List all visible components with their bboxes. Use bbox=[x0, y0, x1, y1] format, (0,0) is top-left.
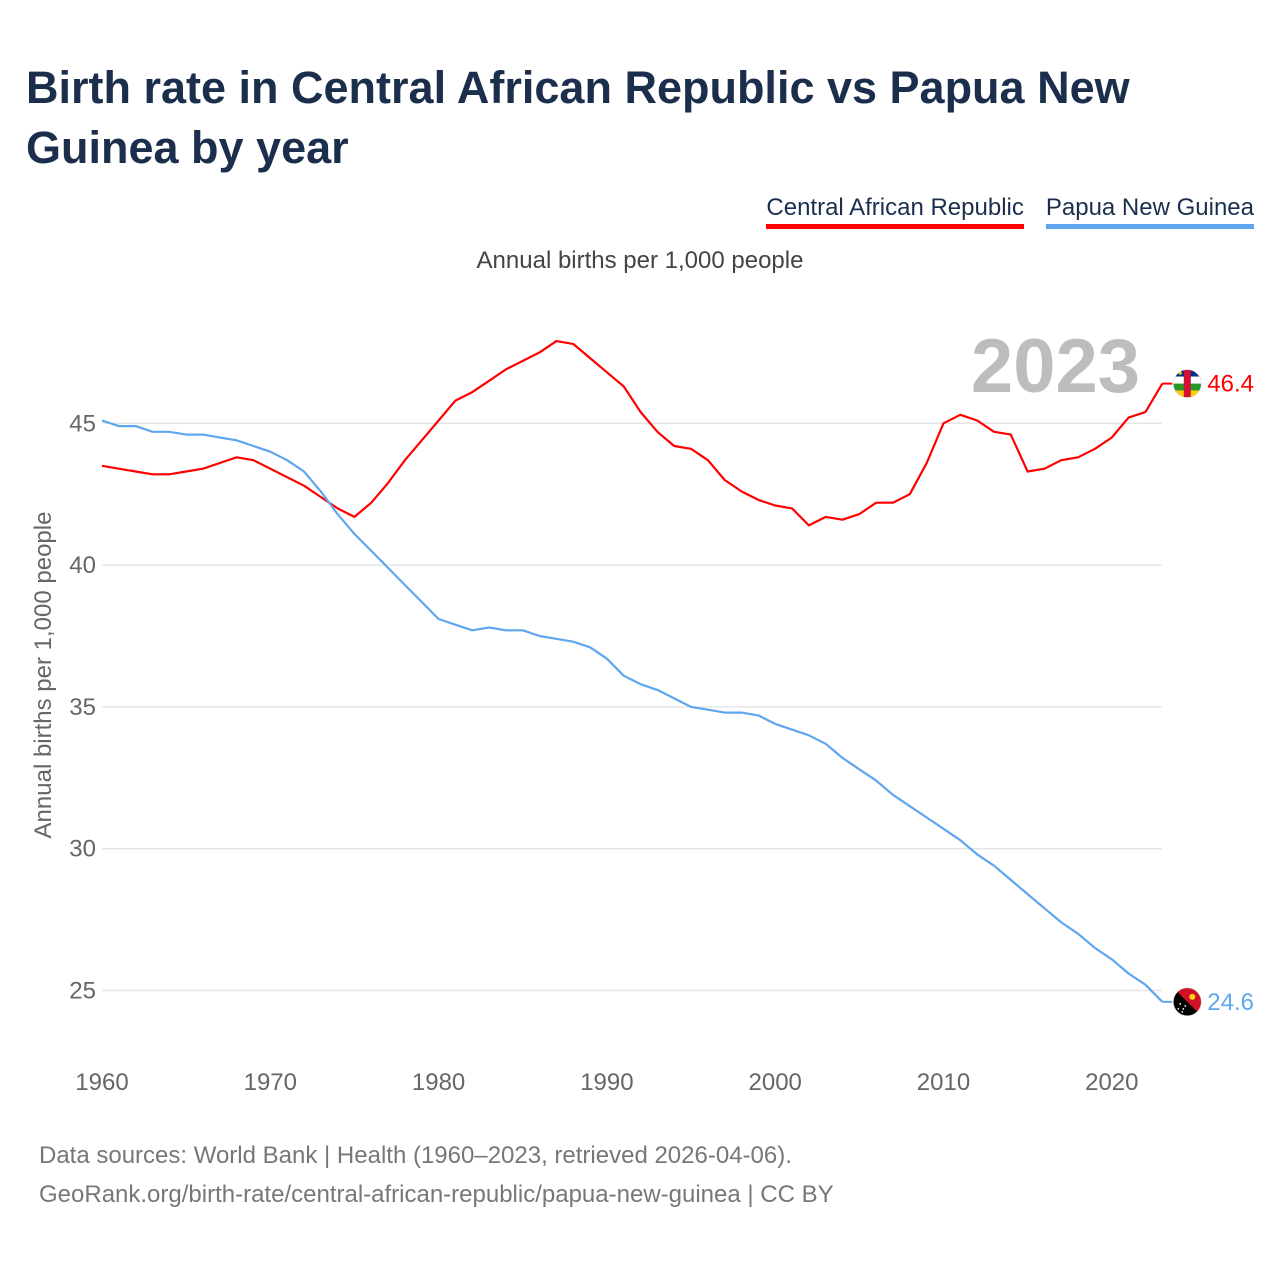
x-tick-label: 1980 bbox=[412, 1069, 465, 1096]
chart-subtitle: Annual births per 1,000 people bbox=[476, 247, 804, 274]
legend: Central African Republic Papua New Guine… bbox=[766, 194, 1254, 229]
x-tick-label: 2020 bbox=[1085, 1069, 1138, 1096]
y-tick-label: 45 bbox=[69, 410, 96, 437]
series-lines bbox=[101, 340, 1164, 1003]
legend-item-central-african-republic[interactable]: Central African Republic bbox=[766, 194, 1024, 229]
y-tick-label: 40 bbox=[69, 552, 96, 579]
series-line-central-african-republic[interactable] bbox=[101, 340, 1164, 527]
central-african-republic-flag-icon bbox=[1172, 369, 1202, 398]
series-end-markers: 46.4 24.6 bbox=[1162, 369, 1254, 1017]
y-axis-ticks: 25 30 35 40 45 bbox=[69, 410, 96, 1004]
papua-new-guinea-flag-icon bbox=[1172, 987, 1202, 1017]
series-line-papua-new-guinea[interactable] bbox=[101, 419, 1164, 1003]
current-year-watermark: 2023 bbox=[971, 324, 1140, 409]
x-tick-label: 2010 bbox=[917, 1069, 970, 1096]
y-tick-label: 35 bbox=[69, 694, 96, 721]
x-axis-ticks: 1960 1970 1980 1990 2000 2010 2020 bbox=[75, 1069, 1138, 1096]
footer: Data sources: World Bank | Health (1960–… bbox=[39, 1136, 834, 1214]
chart-title: Birth rate in Central African Republic v… bbox=[26, 62, 1130, 173]
x-tick-label: 1960 bbox=[75, 1069, 128, 1096]
x-tick-label: 1990 bbox=[580, 1069, 633, 1096]
end-value-label-central-african-republic: 46.4 bbox=[1207, 371, 1254, 398]
source-url[interactable]: GeoRank.org/birth-rate/central-african-r… bbox=[39, 1181, 834, 1208]
gridlines bbox=[102, 422, 1162, 992]
data-source-note: Data sources: World Bank | Health (1960–… bbox=[39, 1142, 792, 1169]
x-tick-label: 2000 bbox=[749, 1069, 802, 1096]
end-value-label-papua-new-guinea: 24.6 bbox=[1207, 989, 1254, 1016]
y-tick-label: 30 bbox=[69, 836, 96, 863]
x-tick-label: 1970 bbox=[244, 1069, 297, 1096]
y-tick-label: 25 bbox=[69, 978, 96, 1005]
legend-item-papua-new-guinea[interactable]: Papua New Guinea bbox=[1045, 194, 1254, 229]
